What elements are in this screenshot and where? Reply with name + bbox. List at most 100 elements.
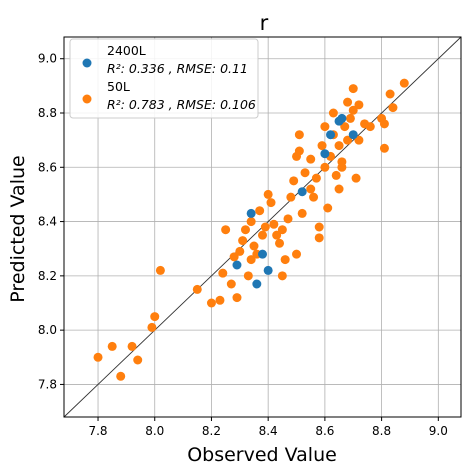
point-50l: [150, 312, 160, 322]
point-50l: [155, 265, 165, 275]
point-50l: [255, 206, 265, 216]
point-2400l: [263, 265, 273, 275]
point-50l: [192, 284, 202, 294]
point-50l: [260, 222, 270, 232]
point-50l: [246, 255, 256, 265]
point-50l: [348, 84, 358, 94]
y-tick-label: 8.2: [38, 269, 57, 283]
point-50l: [277, 225, 287, 235]
point-50l: [127, 341, 137, 351]
point-50l: [240, 225, 250, 235]
point-50l: [263, 189, 273, 199]
point-50l: [337, 162, 347, 172]
point-50l: [238, 236, 248, 246]
x-tick-label: 8.6: [315, 424, 334, 438]
point-50l: [107, 341, 117, 351]
point-50l: [340, 122, 350, 132]
legend-marker-50l: [82, 94, 92, 104]
point-50l: [246, 217, 256, 227]
point-50l: [283, 214, 293, 224]
point-2400l: [258, 249, 267, 259]
point-50l: [235, 246, 245, 256]
point-50l: [328, 108, 338, 118]
point-50l: [116, 371, 126, 381]
point-50l: [311, 173, 321, 183]
point-50l: [232, 293, 242, 303]
y-tick-label: 8.4: [38, 215, 57, 229]
point-50l: [297, 208, 307, 218]
point-50l: [272, 230, 282, 240]
point-50l: [334, 141, 344, 151]
data-points: [93, 78, 409, 381]
point-50l: [292, 249, 302, 259]
point-50l: [314, 233, 324, 243]
legend-label-2400l: 2400L: [107, 43, 146, 58]
plot-frame: [63, 36, 462, 418]
point-2400l: [246, 208, 256, 218]
point-50l: [300, 168, 310, 178]
point-2400l: [320, 149, 330, 159]
legend-stats-2400l: R²: 0.336 , RMSE: 0.11: [107, 61, 248, 76]
x-axis-label: Observed Value: [187, 444, 337, 466]
point-50l: [348, 105, 358, 115]
legend-stats-50l: R²: 0.783 , RMSE: 0.106: [107, 97, 256, 112]
point-50l: [354, 135, 364, 145]
legend-label-50l: 50L: [107, 79, 130, 94]
point-50l: [294, 146, 304, 156]
y-tick-label: 9.0: [38, 52, 57, 66]
point-50l: [379, 119, 389, 129]
point-2400l: [232, 260, 242, 270]
point-50l: [365, 122, 375, 132]
point-50l: [289, 176, 299, 186]
point-50l: [218, 268, 228, 278]
point-50l: [269, 219, 279, 229]
point-2400l: [348, 130, 358, 140]
point-50l: [351, 173, 361, 183]
point-50l: [320, 122, 330, 132]
grid-lines: [64, 37, 461, 417]
point-50l: [229, 252, 239, 262]
point-50l: [243, 271, 253, 281]
legend: 2400L R²: 0.336 , RMSE: 0.11 50L R²: 0.7…: [69, 38, 259, 119]
point-50l: [354, 100, 364, 110]
point-50l: [385, 89, 395, 99]
point-50l: [388, 103, 398, 113]
point-50l: [206, 298, 216, 308]
point-50l: [277, 271, 287, 281]
y-tick-label: 7.8: [38, 377, 57, 391]
point-50l: [379, 143, 389, 153]
point-50l: [266, 198, 276, 208]
y-tick-label: 8.8: [38, 106, 57, 120]
point-50l: [249, 241, 259, 251]
point-2400l: [326, 130, 336, 140]
point-50l: [334, 184, 344, 194]
point-2400l: [337, 113, 347, 123]
x-tick-label: 8.8: [372, 424, 391, 438]
point-50l: [286, 192, 296, 202]
point-50l: [221, 225, 231, 235]
point-2400l: [297, 187, 307, 197]
point-50l: [399, 78, 409, 88]
x-tick-label: 8.0: [145, 424, 164, 438]
point-50l: [280, 255, 290, 265]
point-50l: [306, 154, 316, 164]
point-50l: [258, 230, 267, 240]
point-50l: [343, 97, 353, 107]
axis-ticks: 7.8 8.0 8.2 8.4 8.6 8.8 9.0 7.8 8.0 8.2 8.4 8.6 8.8 9…: [38, 52, 448, 438]
point-50l: [309, 192, 319, 202]
point-50l: [317, 141, 327, 151]
legend-marker-2400l: [82, 58, 92, 68]
point-50l: [215, 295, 225, 305]
point-50l: [345, 113, 355, 123]
x-tick-label: 7.8: [88, 424, 107, 438]
point-50l: [320, 162, 330, 172]
point-50l: [331, 170, 341, 180]
chart-title: r: [260, 11, 269, 35]
y-tick-label: 8.6: [38, 160, 57, 174]
legend-box: [69, 38, 259, 119]
x-tick-label: 9.0: [429, 424, 448, 438]
y-axis-label: Predicted Value: [7, 155, 29, 302]
y-tick-label: 8.0: [38, 323, 57, 337]
point-50l: [133, 355, 143, 365]
